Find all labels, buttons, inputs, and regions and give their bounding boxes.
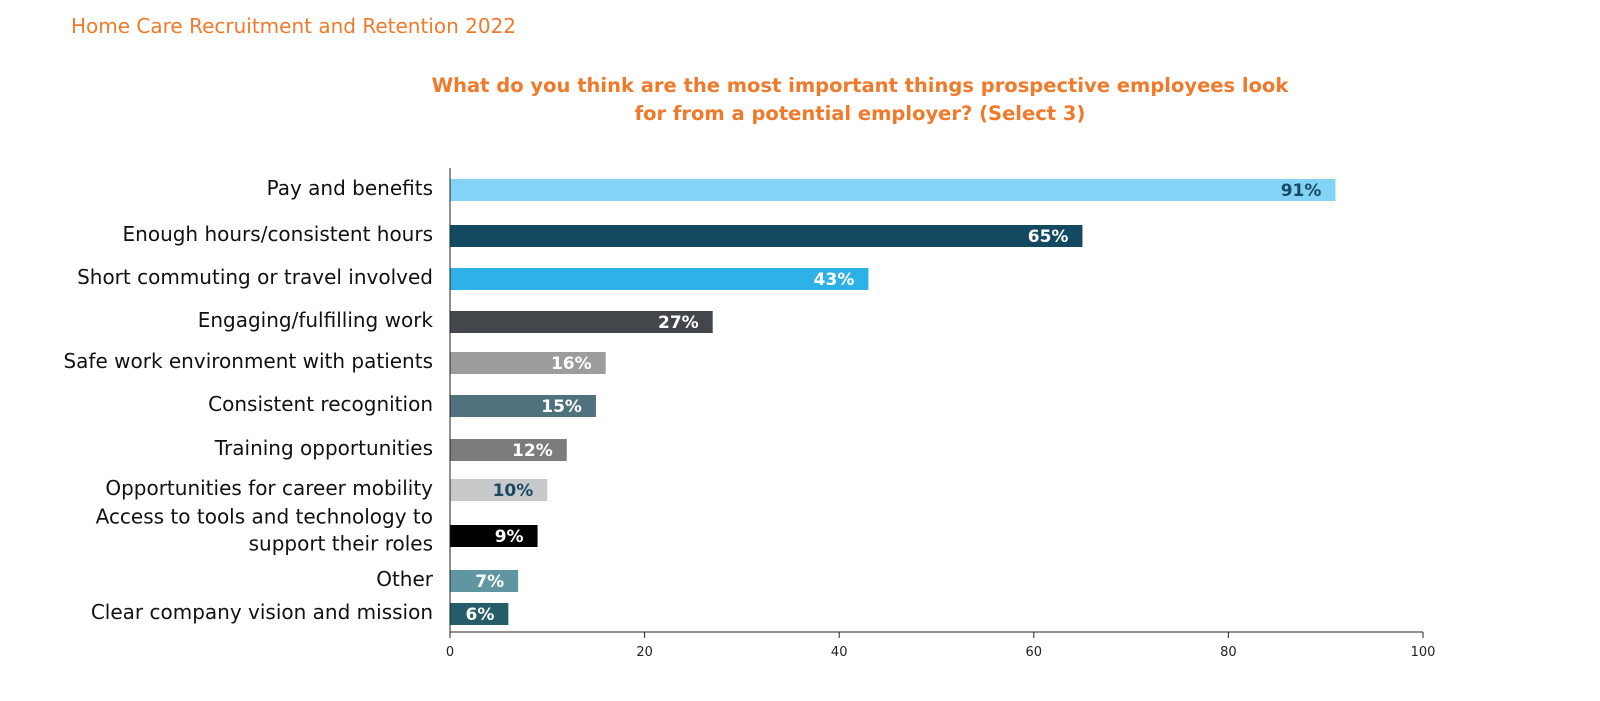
report-title: Home Care Recruitment and Retention 2022	[71, 14, 517, 38]
category-label-8: Opportunities for career mobility	[105, 476, 433, 500]
bar-9	[450, 525, 538, 547]
x-tick-label-40: 40	[831, 645, 848, 660]
value-label-3: 43%	[814, 270, 855, 290]
bar-1	[450, 179, 1336, 201]
value-label-8: 10%	[493, 481, 534, 501]
value-label-6: 15%	[541, 397, 582, 417]
x-tick-label-100: 100	[1411, 645, 1436, 660]
value-label-7: 12%	[512, 441, 553, 461]
value-label-10: 7%	[475, 572, 504, 592]
bar-5	[450, 352, 606, 374]
category-label-6: Consistent recognition	[208, 392, 433, 416]
bar-3	[450, 268, 869, 290]
category-label-2: Enough hours/consistent hours	[123, 222, 433, 246]
x-tick-label-60: 60	[1026, 645, 1043, 660]
chart-title-line-1: What do you think are the most important…	[431, 74, 1289, 97]
category-label-3: Short commuting or travel involved	[77, 265, 433, 289]
x-tick-label-20: 20	[636, 645, 653, 660]
category-label-7: Training opportunities	[214, 436, 433, 460]
value-label-1: 91%	[1281, 181, 1322, 201]
x-tick-label-0: 0	[446, 645, 454, 660]
bar-8	[450, 479, 548, 501]
bars-group: 91% Pay and benefits 65% Enough hours/consi…	[63, 176, 1336, 625]
category-label-9-line-1: Access to tools and technology to	[96, 505, 433, 529]
category-label-4: Engaging/fulfilling work	[198, 308, 434, 332]
bar-6	[450, 395, 596, 417]
bar-11	[450, 603, 509, 625]
chart-title-line-2: for from a potential employer? (Select 3…	[634, 102, 1086, 125]
value-label-5: 16%	[551, 354, 592, 374]
chart-title: What do you think are the most important…	[340, 72, 1380, 128]
value-label-9: 9%	[495, 527, 524, 547]
category-label-5: Safe work environment with patients	[63, 349, 433, 373]
bar-4	[450, 311, 713, 333]
bar-2	[450, 225, 1083, 247]
bar-10	[450, 570, 519, 592]
x-tick-label-80: 80	[1220, 645, 1237, 660]
category-label-11: Clear company vision and mission	[91, 600, 433, 624]
x-axis: 0 20 40 60 80 100	[446, 168, 1436, 660]
category-label-1: Pay and benefits	[267, 176, 433, 200]
value-label-4: 27%	[658, 313, 699, 333]
category-label-10: Other	[376, 567, 434, 591]
value-label-2: 65%	[1028, 227, 1069, 247]
category-label-9-line-2: support their roles	[249, 532, 433, 556]
bar-7	[450, 439, 567, 461]
value-label-11: 6%	[466, 605, 495, 625]
